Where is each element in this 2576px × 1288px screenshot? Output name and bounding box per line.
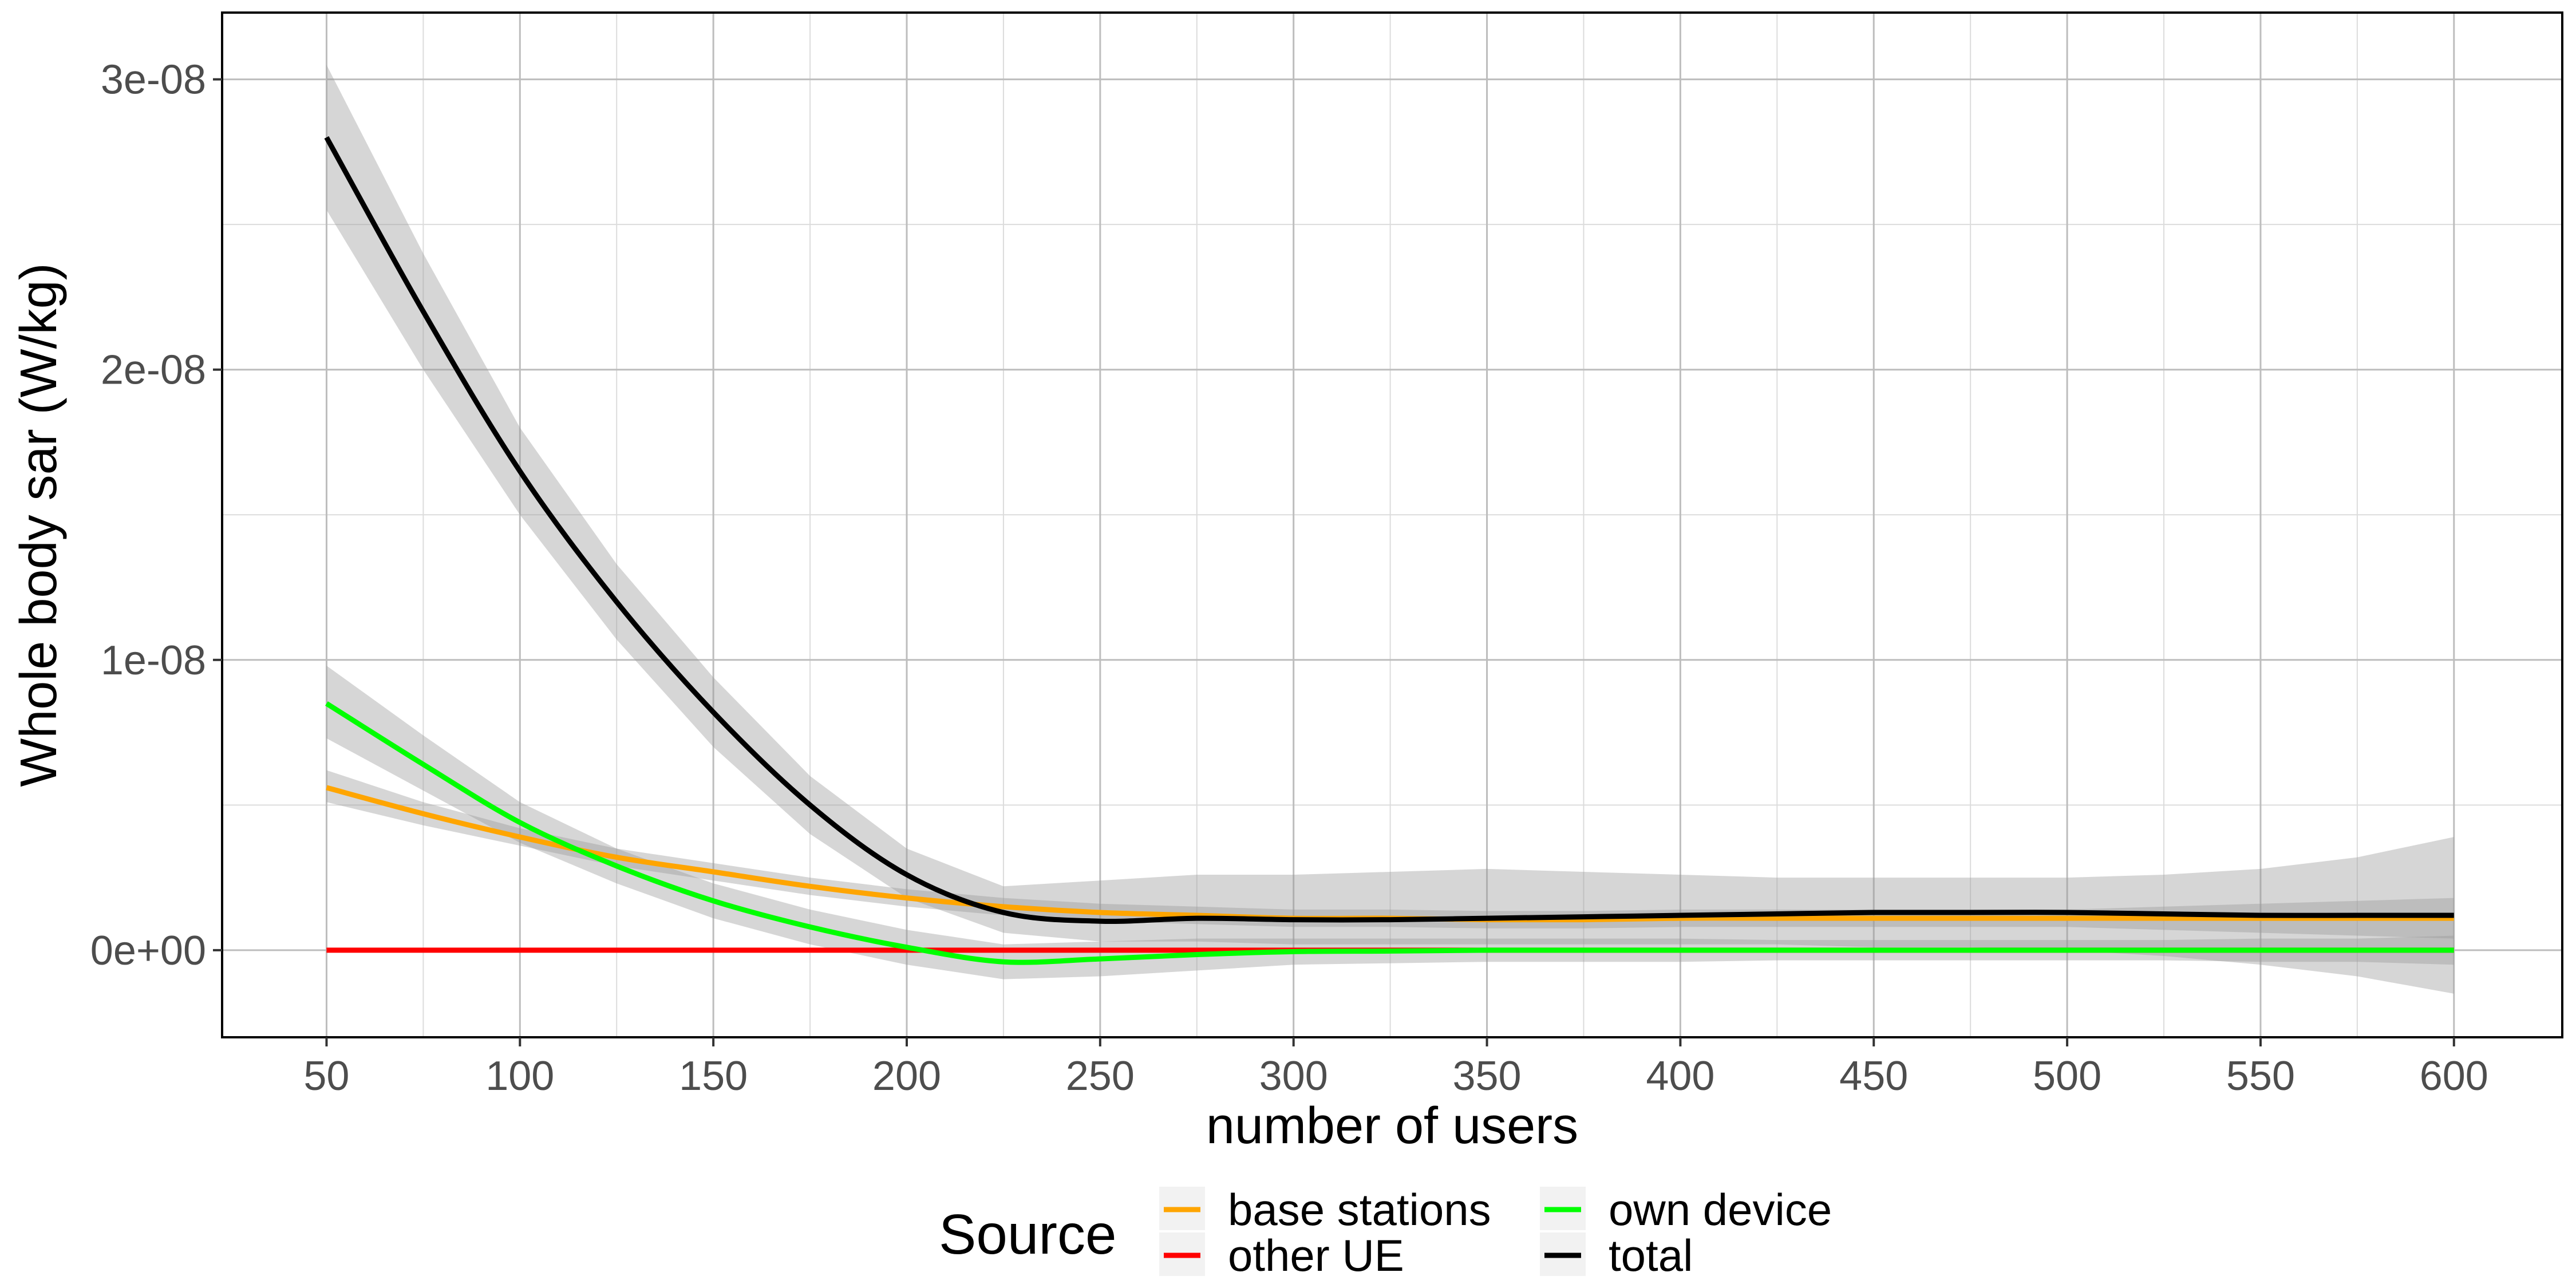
- legend-label: own device: [1609, 1184, 1832, 1235]
- x-tick-label: 350: [1452, 1053, 1521, 1099]
- y-tick-label: 2e-08: [101, 347, 206, 393]
- legend-label: total: [1609, 1230, 1693, 1281]
- x-axis-title: number of users: [1206, 1097, 1578, 1155]
- x-tick-label: 400: [1646, 1053, 1714, 1099]
- legend-title: Source: [939, 1203, 1117, 1266]
- minor-gridlines: [222, 13, 2562, 1037]
- y-axis-ticks: 0e+00 1e-08 2e-08 3e-08: [90, 57, 222, 974]
- series-lines: [324, 136, 2454, 965]
- x-tick-label: 50: [303, 1053, 349, 1099]
- line-own-device: [325, 701, 2454, 965]
- x-tick-label: 300: [1259, 1053, 1328, 1099]
- x-tick-label: 200: [872, 1053, 941, 1099]
- x-tick-label: 100: [485, 1053, 554, 1099]
- y-tick-label: 3e-08: [101, 57, 206, 103]
- x-tick-label: 250: [1066, 1053, 1135, 1099]
- x-tick-label: 450: [1839, 1053, 1908, 1099]
- ribbon-total: [326, 65, 2454, 994]
- x-tick-label: 500: [2033, 1053, 2101, 1099]
- y-axis-title: Whole body sar (W/kg): [10, 263, 68, 787]
- y-tick-label: 1e-08: [101, 638, 206, 683]
- x-tick-label: 600: [2420, 1053, 2488, 1099]
- x-tick-label: 550: [2226, 1053, 2295, 1099]
- y-tick-label: 0e+00: [90, 928, 206, 974]
- plot-border: [221, 11, 2563, 1038]
- line-total: [324, 136, 2454, 924]
- x-tick-label: 150: [679, 1053, 748, 1099]
- legend-label: other UE: [1228, 1230, 1404, 1281]
- ribbon-base-stations: [326, 770, 2454, 939]
- x-axis-ticks: 50 100 150 200 250 300 350 400 450 500 550 600: [303, 1037, 2488, 1099]
- legend-label: base stations: [1228, 1184, 1491, 1235]
